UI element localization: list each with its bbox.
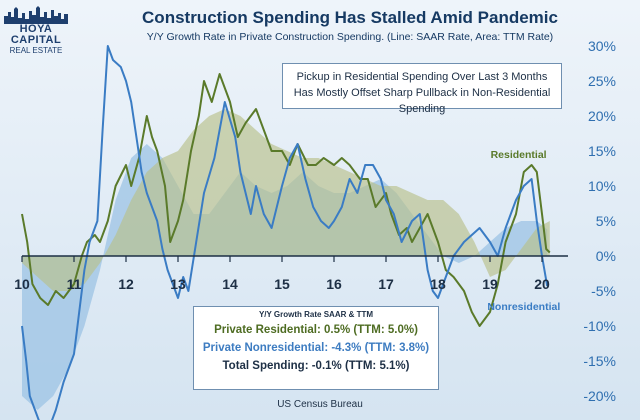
x-tick-label: 20 [534, 276, 550, 292]
logo-subtitle: REAL ESTATE [9, 46, 63, 55]
x-tick-label: 17 [378, 276, 394, 292]
skyline-icon [4, 6, 68, 24]
y-tick-label: -10% [583, 318, 616, 334]
x-tick-label: 12 [118, 276, 134, 292]
chart-subtitle: Y/Y Growth Rate in Private Construction … [146, 31, 554, 43]
nonresidential-series-label: Nonresidential [487, 301, 560, 313]
y-tick-label: -20% [583, 388, 616, 404]
stats-title: Y/Y Growth Rate SAAR & TTM [258, 310, 374, 319]
x-tick-label: 11 [67, 276, 82, 292]
y-tick-label: -5% [591, 283, 616, 299]
annotation-box: Pickup in Residential Spending Over Last… [282, 63, 562, 115]
y-tick-label: 10% [588, 178, 616, 194]
residential-series-label: Residential [491, 149, 547, 161]
residential-ttm-area [22, 109, 550, 291]
x-tick-label: 13 [170, 276, 186, 292]
residential-line [21, 73, 551, 327]
stats-nonresidential: Private Nonresidential: -4.3% (TTM: 3.8%… [202, 342, 430, 354]
x-tick-label: 10 [14, 276, 30, 292]
y-tick-label: -15% [583, 353, 616, 369]
y-tick-label: 25% [588, 73, 616, 89]
y-tick-label: 0% [596, 248, 616, 264]
stats-residential: Private Residential: 0.5% (TTM: 5.0%) [214, 324, 418, 336]
source-label: US Census Bureau [277, 399, 363, 410]
logo-name: HOYA CAPITAL [10, 23, 62, 46]
x-tick-label: 16 [326, 276, 342, 292]
stats-total: Total Spending: -0.1% (TTM: 5.1%) [222, 360, 410, 372]
x-tick-label: 19 [482, 276, 498, 292]
x-tick-label: 18 [430, 276, 446, 292]
y-tick-label: 30% [588, 38, 616, 54]
x-tick-label: 15 [274, 276, 290, 292]
y-tick-label: 15% [588, 143, 616, 159]
y-tick-label: 5% [596, 213, 616, 229]
chart-title: Construction Spending Has Stalled Amid P… [142, 8, 558, 27]
stats-box: Y/Y Growth Rate SAAR & TTM Private Resid… [193, 306, 439, 390]
x-tick-label: 14 [222, 276, 238, 292]
nonresidential-line [21, 45, 549, 420]
y-tick-label: 20% [588, 108, 616, 124]
logo: HOYA CAPITAL REAL ESTATE [4, 6, 68, 55]
